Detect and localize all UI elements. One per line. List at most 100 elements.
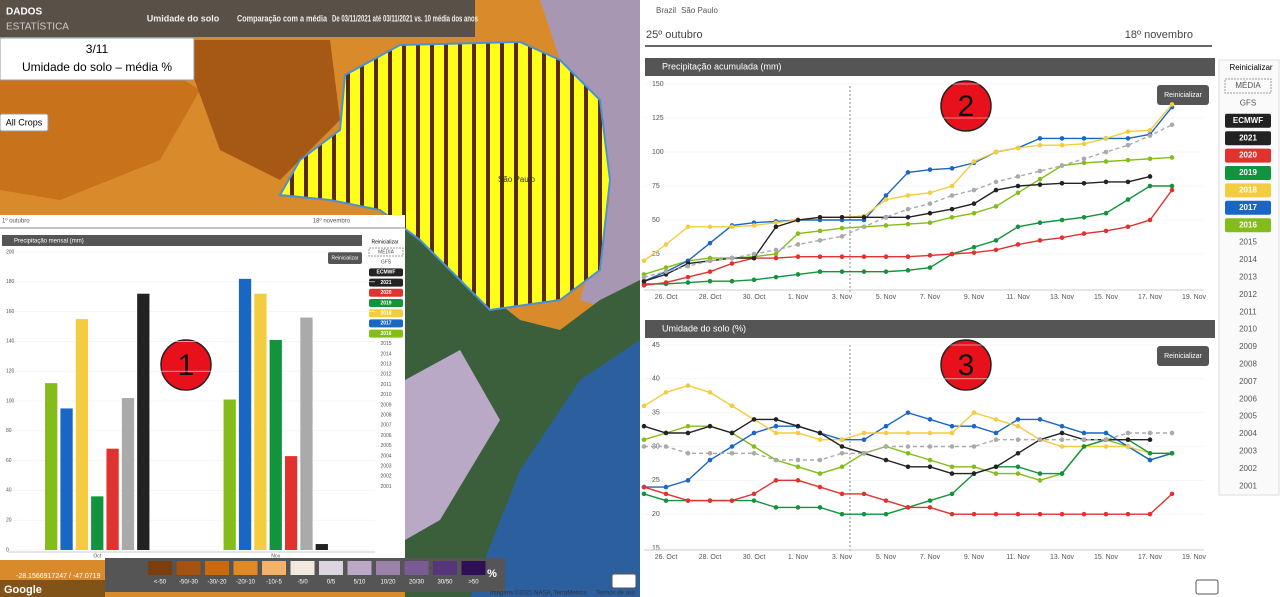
mini-reset[interactable]: Reinicializar [372, 239, 399, 245]
selector-label[interactable]: 2013 [380, 362, 391, 368]
reset-button-label[interactable]: Reinicializar [1164, 353, 1202, 360]
selector-item[interactable] [1225, 166, 1271, 180]
selector-item[interactable] [369, 278, 403, 287]
legend-swatch[interactable] [290, 561, 315, 575]
selector-label[interactable]: 2021 [1239, 133, 1257, 142]
selector-label[interactable]: 2002 [1239, 464, 1257, 473]
legend-swatch[interactable] [148, 561, 172, 575]
selector-item[interactable] [1225, 113, 1271, 128]
selector-label[interactable]: 2006 [380, 433, 391, 439]
selector-label[interactable]: 2009 [1239, 342, 1257, 351]
selector-label[interactable]: 2016 [380, 331, 391, 337]
reset-button-label[interactable]: Reinicializar [332, 255, 359, 261]
legend-swatch[interactable] [376, 561, 400, 575]
selector-label[interactable]: 2019 [1239, 168, 1257, 177]
selector-label[interactable]: 2015 [1239, 238, 1257, 247]
selector-label[interactable]: 2010 [1239, 325, 1257, 334]
legend-swatch[interactable] [319, 561, 343, 575]
selector-label[interactable]: ECMWF [377, 270, 396, 276]
selector-item[interactable] [369, 319, 403, 328]
selector-label[interactable]: 2009 [380, 402, 391, 408]
selector-label[interactable]: 2003 [380, 464, 391, 470]
terms[interactable]: Termos de uso [596, 591, 636, 597]
data-point [993, 204, 999, 209]
state-highlight[interactable] [278, 40, 612, 312]
selector-label[interactable]: 2020 [1239, 151, 1257, 160]
selector-item[interactable] [369, 329, 403, 338]
crops-button[interactable] [0, 113, 49, 132]
selector-label[interactable]: 2005 [1239, 412, 1257, 421]
selector-label[interactable]: 2018 [1239, 186, 1257, 195]
breadcrumb[interactable]: Brazil [656, 6, 676, 15]
selector-label[interactable]: 2013 [1239, 273, 1257, 282]
selector-item[interactable] [1225, 183, 1271, 198]
data-point [993, 437, 999, 443]
selector-label[interactable]: 2001 [380, 484, 391, 490]
legend-swatch[interactable] [347, 561, 372, 575]
selector-item[interactable] [369, 299, 403, 307]
panel-toggle[interactable] [1195, 579, 1219, 595]
selector-label[interactable]: ECMWF [1233, 116, 1263, 125]
selector-label[interactable]: 2007 [380, 423, 391, 429]
selector-item[interactable] [1225, 148, 1271, 163]
legend-swatch[interactable] [433, 561, 457, 575]
selector-label[interactable]: 2017 [380, 321, 391, 327]
selector-item[interactable] [369, 268, 403, 277]
x-tick-label: 30. Oct [743, 554, 766, 561]
reset-button[interactable] [328, 252, 362, 264]
selector-label[interactable]: 2015 [380, 341, 391, 347]
legend-swatch[interactable] [176, 561, 201, 575]
selector-item[interactable] [1225, 218, 1271, 233]
reset-button[interactable] [1157, 85, 1209, 105]
selector-item[interactable] [369, 309, 403, 318]
selector-label[interactable]: 2016 [1239, 220, 1257, 229]
selector-label[interactable]: 2010 [380, 392, 391, 398]
date-end[interactable]: 18º novembro [1125, 29, 1193, 41]
selector-label[interactable]: 2018 [380, 311, 391, 317]
selector-label[interactable]: 2007 [1239, 377, 1257, 386]
selector-label[interactable]: 2017 [1239, 203, 1257, 212]
legend-swatch[interactable] [404, 561, 429, 575]
selector-label[interactable]: 2011 [1239, 307, 1257, 316]
selector-label[interactable]: MÉDIA [378, 248, 395, 255]
panel-toggle[interactable] [611, 573, 637, 589]
selector-label[interactable]: 2011 [381, 382, 392, 388]
selector-label[interactable]: 2008 [380, 413, 391, 419]
selector-label[interactable]: GFS [1240, 99, 1256, 108]
legend-swatch[interactable] [233, 561, 258, 575]
selector-label[interactable]: 2004 [1239, 429, 1257, 438]
selector-label[interactable]: 2001 [1239, 481, 1257, 490]
selector-label[interactable]: 2020 [380, 290, 391, 296]
tab[interactable]: Umidade do solo [147, 13, 220, 23]
selector-item[interactable] [1225, 200, 1271, 215]
legend-swatch[interactable] [262, 561, 286, 575]
tab[interactable]: De 03/11/2021 até 03/11/2021 vs. 10 médi… [332, 13, 478, 23]
selector-label[interactable]: 2019 [380, 300, 391, 306]
reset-button[interactable] [1157, 346, 1209, 366]
selector-label[interactable]: MÉDIA [1235, 81, 1261, 90]
date-start[interactable]: 25º outubro [646, 29, 703, 41]
legend-swatch[interactable] [205, 561, 229, 575]
tab[interactable]: Comparação com a média [237, 13, 328, 23]
selector-label[interactable]: 2014 [380, 351, 391, 357]
selector-label[interactable]: 2008 [1239, 360, 1257, 369]
selector-label[interactable]: 2006 [1239, 394, 1257, 403]
selector-label[interactable]: 2014 [1239, 255, 1257, 264]
selector-label[interactable]: 2021 [380, 280, 391, 286]
selector-label[interactable]: 2012 [380, 372, 391, 378]
selector-label[interactable]: 2002 [380, 474, 391, 480]
selector-label[interactable]: GFS [381, 260, 392, 266]
breadcrumb[interactable]: São Paulo [681, 6, 718, 15]
legend-swatch[interactable] [461, 561, 486, 575]
selector-label[interactable]: 2012 [1239, 290, 1257, 299]
crops-button-label[interactable]: All Crops [6, 117, 43, 127]
selector-item[interactable] [1225, 131, 1271, 146]
selector-reset[interactable]: Reinicializar [1229, 63, 1272, 72]
data-point [795, 272, 801, 277]
selector-label[interactable]: 2003 [1239, 447, 1257, 456]
selector-label[interactable]: 2005 [380, 443, 391, 449]
selector-item[interactable] [369, 288, 403, 297]
reset-button-label[interactable]: Reinicializar [1164, 92, 1202, 99]
selector-label[interactable]: 2004 [380, 453, 391, 459]
selector-item[interactable] [1224, 78, 1272, 94]
